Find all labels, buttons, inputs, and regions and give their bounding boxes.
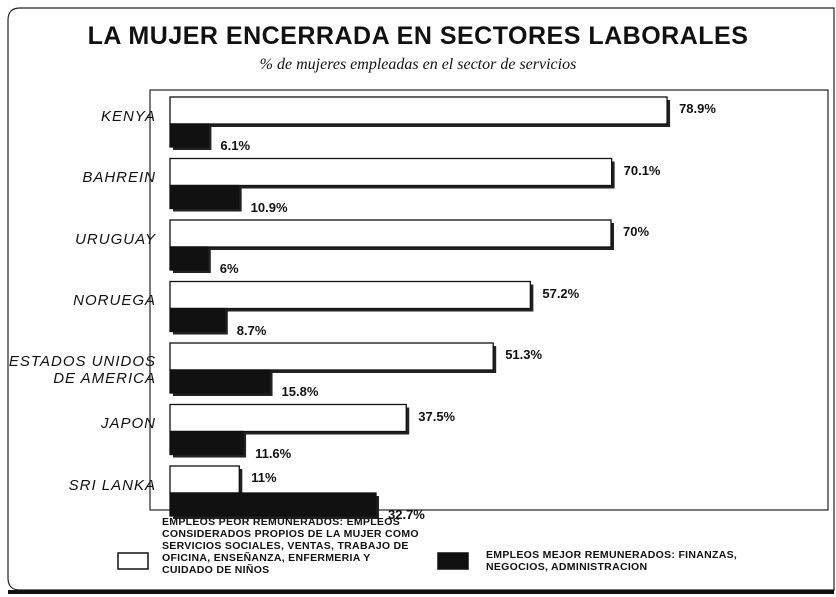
bar	[169, 184, 240, 210]
bar	[169, 157, 613, 187]
bar	[169, 369, 271, 394]
value-label: 78.9%	[679, 101, 716, 116]
value-label: 70.1%	[623, 162, 661, 178]
bar	[169, 246, 209, 271]
bar	[169, 342, 494, 371]
legend-swatch	[117, 552, 149, 570]
chart-title: LA MUJER ENCERRADA EN SECTORES LABORALES	[87, 22, 749, 50]
value-label: 6.1%	[220, 138, 251, 153]
category-label: KENYA	[100, 107, 156, 125]
value-label: 8.7%	[236, 322, 267, 338]
value-label: 57.2%	[542, 285, 580, 301]
value-label: 37.5%	[418, 408, 456, 424]
legend-label: EMPLEOS PEOR REMUNERADOS: EMPLEOS CONSID…	[162, 516, 419, 576]
value-label: 70%	[623, 224, 650, 239]
value-label: 15.8%	[281, 384, 319, 399]
category-label: BAHREIN	[82, 169, 156, 186]
legend-label: EMPLEOS MEJOR REMUNERADOS: FINANZAS, NEG…	[486, 549, 738, 573]
value-label: 10.9%	[250, 199, 288, 215]
value-label: 11.6%	[255, 445, 292, 461]
value-label: 32.7%	[388, 507, 425, 522]
chart-subtitle: % de mujeres empleadas en el sector de s…	[259, 56, 577, 73]
category-label: SRI LANKA	[68, 476, 156, 494]
bar	[169, 123, 210, 148]
value-label: 51.3%	[505, 347, 543, 362]
bar	[169, 280, 532, 310]
bar	[169, 403, 407, 433]
bar	[169, 492, 377, 517]
bar	[169, 96, 668, 125]
category-label: NORUEGA	[73, 292, 156, 309]
bar	[169, 219, 612, 248]
bar	[169, 307, 226, 333]
value-label: 6%	[219, 261, 239, 276]
plot-box	[149, 89, 829, 511]
legend-swatch	[437, 552, 469, 570]
value-label: 11%	[251, 470, 277, 485]
category-label: ESTADOS UNIDOS DE AMERICA	[8, 353, 156, 387]
bar	[169, 430, 244, 456]
category-label: URUGUAY	[75, 230, 156, 248]
bar	[169, 465, 240, 494]
category-label: JAPON	[100, 415, 156, 432]
